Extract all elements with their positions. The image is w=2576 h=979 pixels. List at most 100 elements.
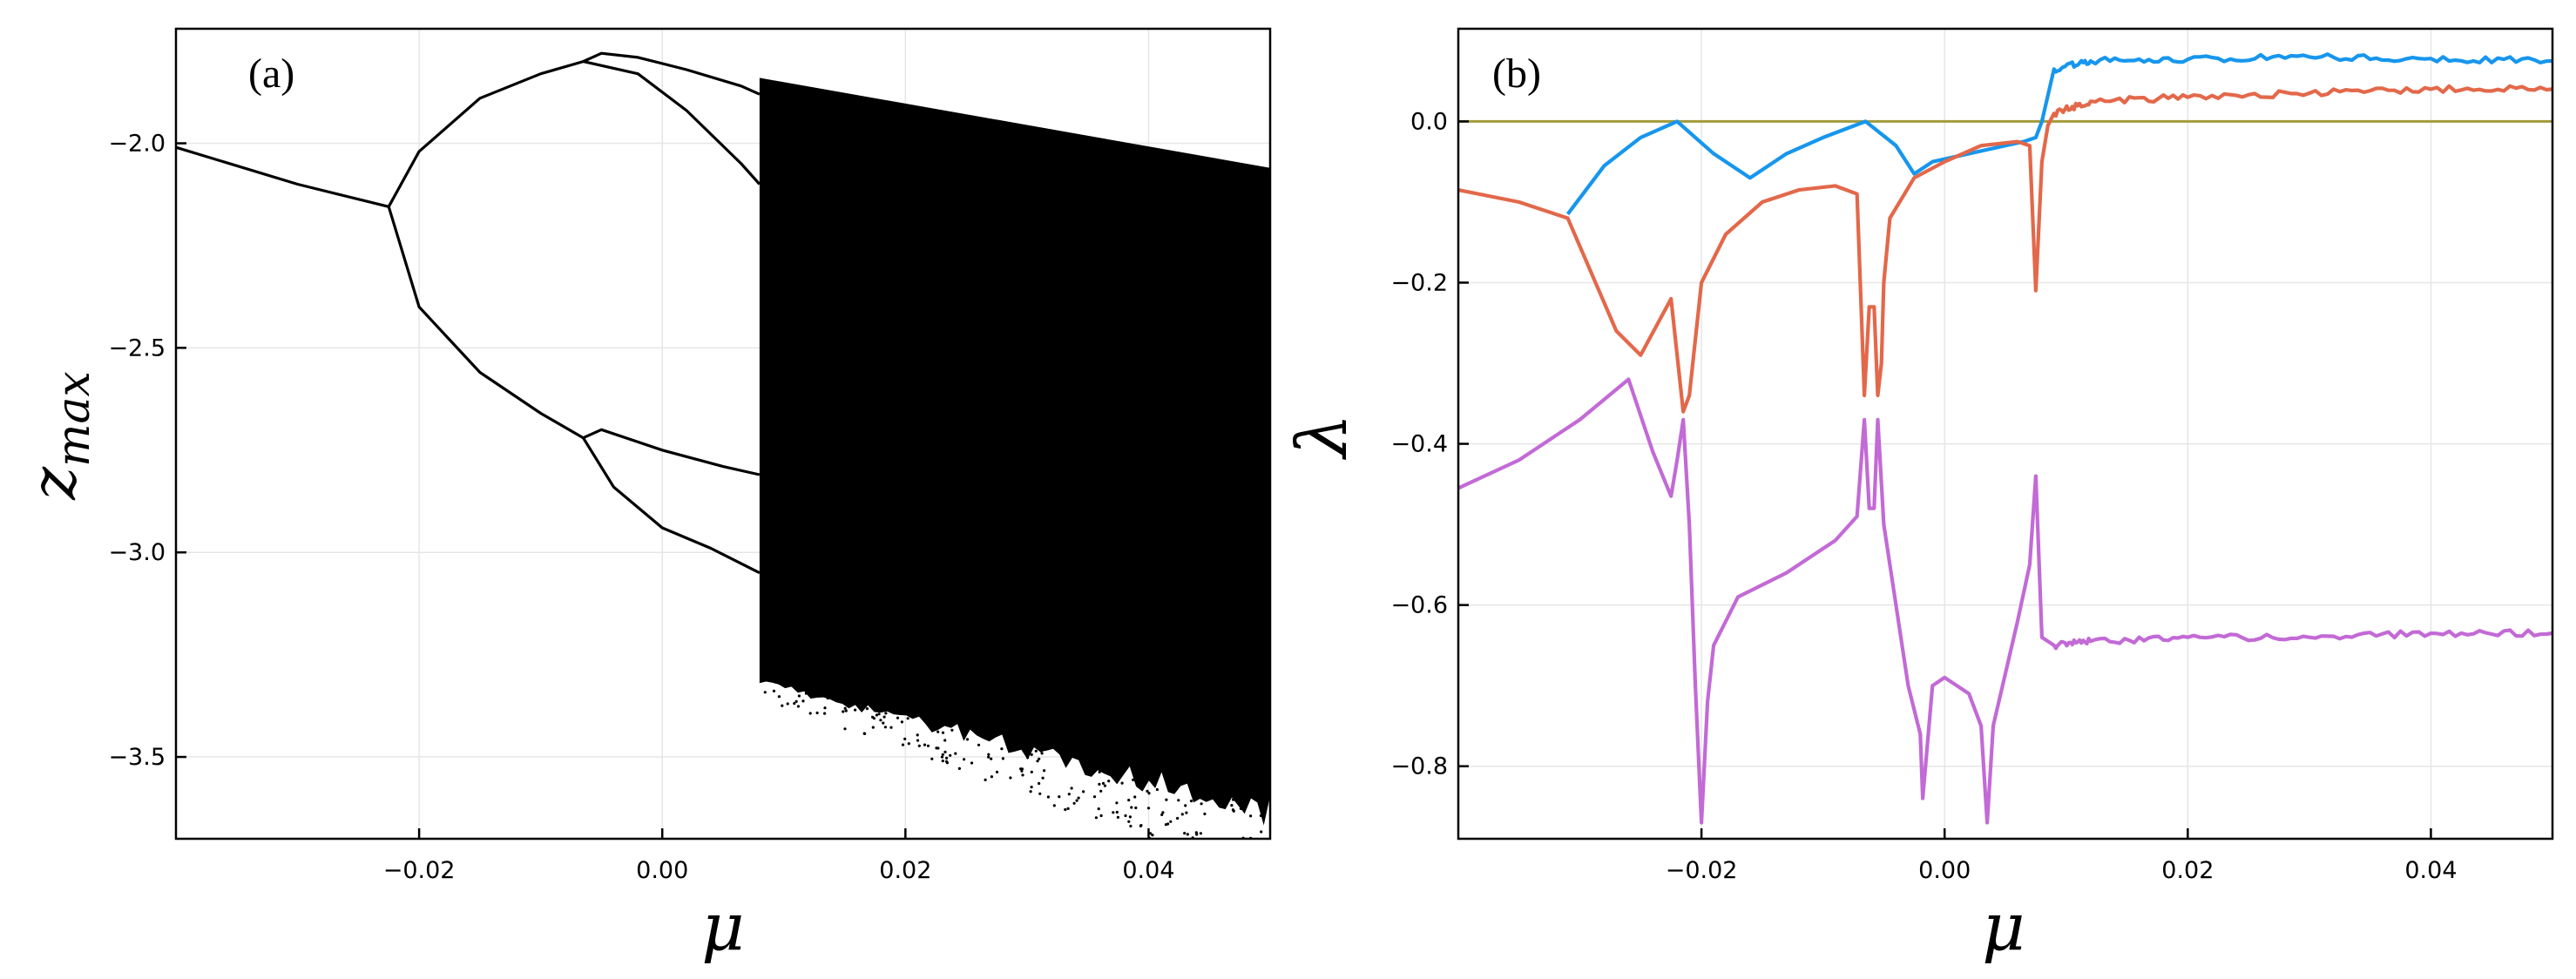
chaotic-scatter-point	[985, 734, 989, 738]
chaotic-scatter-point	[1200, 841, 1202, 844]
chaotic-scatter-point	[965, 738, 970, 741]
chaotic-scatter-point	[1184, 804, 1187, 807]
chaotic-scatter-point	[1162, 841, 1165, 844]
chaotic-scatter-point	[1256, 861, 1259, 864]
chaotic-scatter-point	[1200, 802, 1203, 806]
chaotic-scatter-point	[1134, 806, 1138, 810]
chaotic-scatter-point	[1040, 752, 1044, 755]
chaotic-scatter-point	[1235, 861, 1238, 864]
chaotic-scatter-point	[1146, 807, 1151, 810]
chaotic-scatter-point	[1130, 806, 1133, 809]
chaotic-scatter-point	[875, 713, 879, 717]
panel-b-y-tick-label: −0.6	[1390, 592, 1448, 619]
chaotic-scatter-point	[844, 709, 848, 712]
chaotic-scatter-point	[1199, 832, 1202, 835]
panel-b-x-tick-label: 0.00	[1918, 857, 1971, 884]
chaotic-scatter-point	[1139, 824, 1142, 827]
panel-a-xlabel: μ	[701, 888, 744, 965]
chaotic-scatter-point	[882, 721, 885, 725]
chaotic-scatter-point	[963, 758, 966, 761]
branch-period-2-upper	[387, 59, 761, 208]
chaotic-scatter-point	[943, 739, 947, 742]
chaotic-scatter-point	[1226, 859, 1228, 861]
chaotic-scatter-point	[882, 715, 886, 719]
chaotic-scatter-point	[945, 761, 949, 765]
chaotic-scatter-point	[1019, 767, 1023, 771]
series-λ2	[1458, 84, 2552, 414]
chaotic-scatter-point	[1194, 831, 1198, 834]
chaotic-scatter-point	[1058, 795, 1061, 799]
chaotic-scatter-point	[1075, 799, 1078, 802]
chaotic-scatter-point	[995, 770, 999, 774]
branch-period-2-lower	[387, 206, 585, 440]
chaotic-scatter-point	[1026, 756, 1030, 760]
chaotic-scatter-point	[1116, 815, 1119, 820]
chaotic-scatter-point	[1036, 760, 1039, 763]
chaotic-scatter-point	[1124, 814, 1127, 818]
panel-a-y-tick-label: −3.0	[108, 539, 166, 566]
panel-a-y-tick-label: −2.5	[108, 334, 166, 361]
panel-b-x-tick-label: −0.02	[1666, 857, 1738, 884]
chaotic-scatter-point	[777, 695, 781, 699]
chaotic-scatter-point	[1216, 861, 1219, 864]
chaotic-scatter-point	[1203, 812, 1207, 816]
chaotic-scatter-point	[1180, 813, 1184, 816]
chaotic-scatter-point	[1267, 854, 1269, 857]
chaotic-scatter-point	[1258, 846, 1261, 848]
chaotic-scatter-point	[1041, 776, 1045, 780]
chaotic-scatter-point	[903, 737, 907, 741]
chaotic-scatter-point	[1030, 770, 1033, 774]
chaotic-scatter-point	[1098, 770, 1101, 774]
chaotic-scatter-point	[1239, 807, 1242, 811]
panel-a-label: (a)	[248, 51, 294, 97]
panel-a-x-tick-label: −0.02	[383, 857, 456, 884]
chaotic-scatter-point	[1127, 799, 1131, 802]
chaotic-scatter-point	[1067, 754, 1071, 758]
chaotic-scatter-point	[797, 694, 801, 698]
chaotic-scatter-point	[826, 697, 829, 700]
chaotic-scatter-point	[1112, 811, 1115, 814]
chaotic-scatter-point	[863, 732, 867, 736]
chaotic-scatter-point	[1015, 746, 1018, 750]
chaotic-scatter-point	[823, 712, 827, 715]
chaotic-scatter-point	[1128, 815, 1132, 819]
chaotic-scatter-point	[1099, 814, 1103, 818]
chaotic-scatter-point	[772, 689, 776, 693]
chaotic-scatter-point	[930, 757, 934, 760]
panel-a-x-tick-label: 0.00	[636, 857, 688, 884]
chaotic-scatter-point	[1072, 801, 1076, 805]
chaotic-scatter-point	[977, 743, 981, 746]
chaotic-scatter-point	[1230, 804, 1234, 807]
chaotic-scatter-point	[1038, 781, 1041, 786]
chaotic-scatter-point	[1217, 851, 1220, 854]
chaotic-scatter-point	[1249, 814, 1253, 818]
panel-b-ticks: −0.02 0.00 0.02 0.04 0.0 −0.2 −0.4 −0.6 −0.8	[1390, 108, 2457, 884]
panel-b-x-tick-label: 0.04	[2404, 857, 2457, 884]
chaotic-scatter-point	[1183, 832, 1187, 835]
chaotic-scatter-point	[940, 755, 944, 759]
chaotic-scatter-point	[1226, 847, 1228, 849]
chaotic-scatter-point	[1030, 786, 1033, 789]
chaotic-scatter-point	[1066, 807, 1070, 811]
chaotic-scatter-point	[1115, 801, 1119, 805]
chaotic-scatter-point	[1034, 749, 1038, 753]
chaotic-scatter-point	[1082, 790, 1085, 793]
chaotic-scatter-point	[1112, 773, 1115, 778]
chaotic-scatter-point	[1127, 820, 1131, 823]
chaotic-scatter-point	[1161, 811, 1165, 814]
chaotic-scatter-point	[781, 704, 784, 707]
chaotic-scatter-point	[1232, 798, 1235, 801]
chaotic-scatter-point	[1077, 796, 1080, 800]
chaotic-scatter-point	[1107, 780, 1111, 783]
chaotic-scatter-point	[815, 694, 819, 698]
chaotic-scatter-point	[1101, 781, 1105, 786]
panel-a-ylabel: zmax	[17, 371, 100, 501]
chaotic-scatter-point	[1021, 773, 1024, 777]
chaotic-scatter-point	[1064, 807, 1067, 812]
chaotic-scatter-point	[1177, 799, 1180, 802]
branch-period-4-upper-branch	[582, 51, 761, 96]
chaotic-scatter-point	[1185, 841, 1187, 843]
chaotic-scatter-point	[889, 726, 893, 729]
chaotic-scatter-point	[1092, 795, 1097, 799]
chaotic-scatter-point	[916, 739, 920, 742]
